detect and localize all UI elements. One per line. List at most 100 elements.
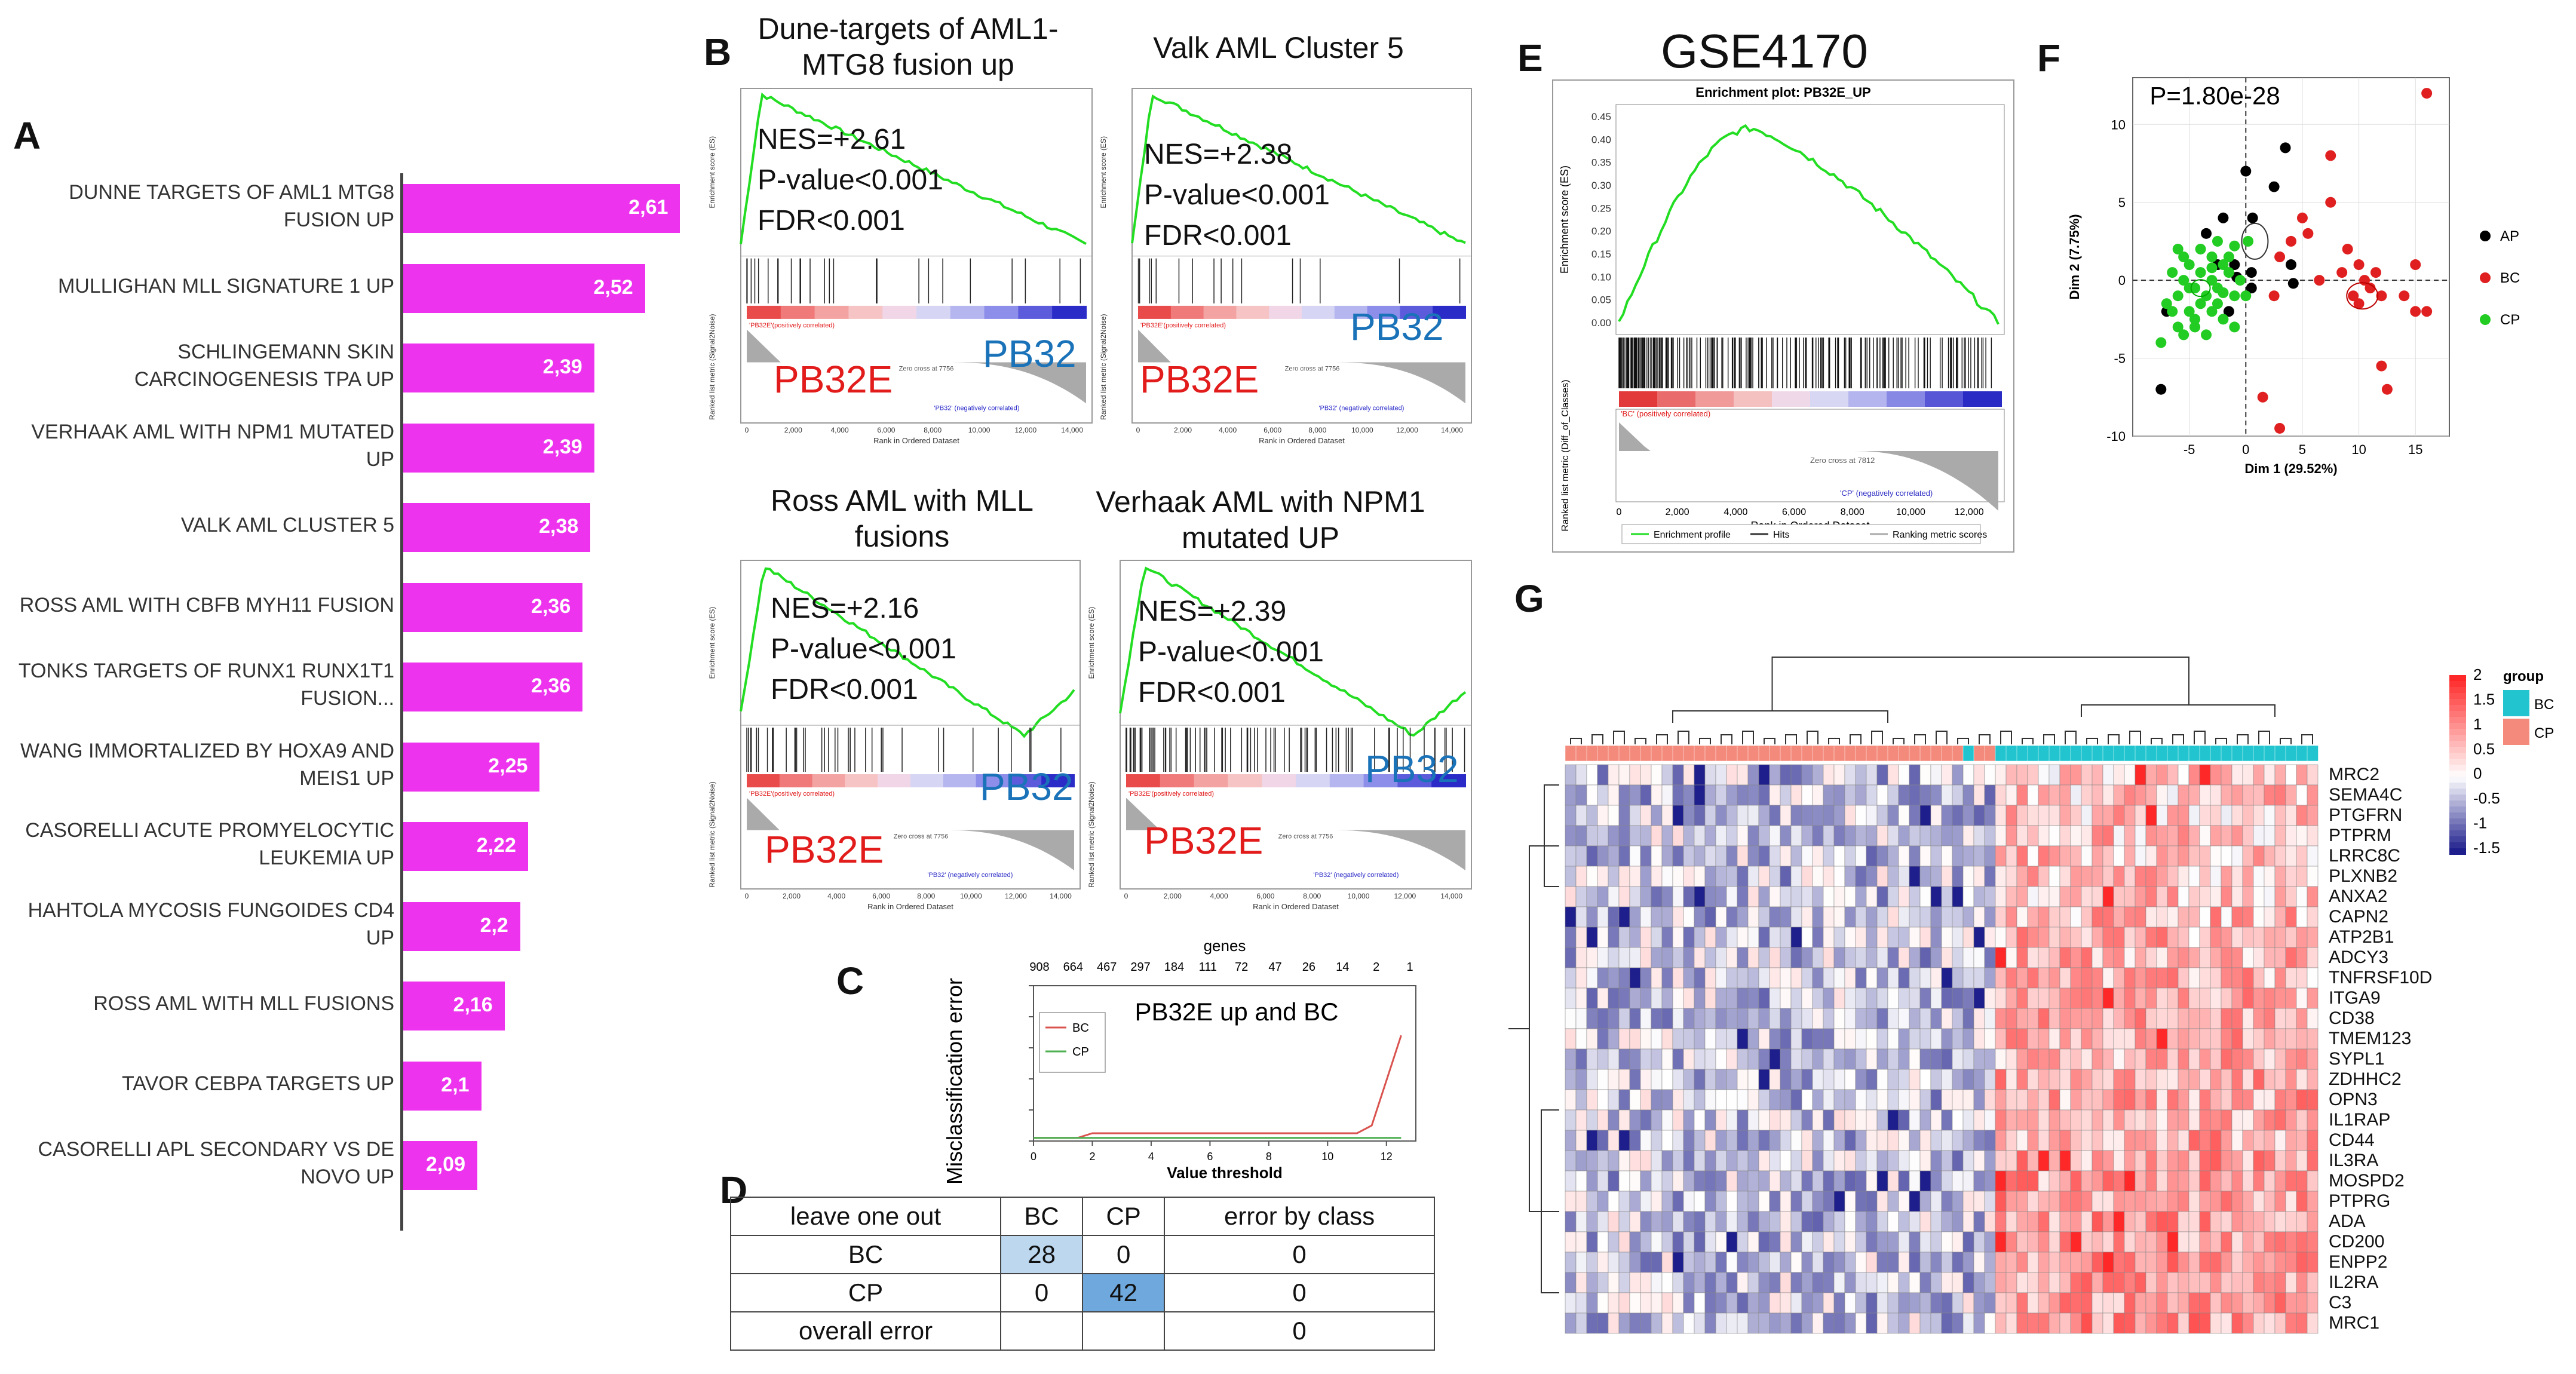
heatmap-cell <box>1597 784 1609 806</box>
heatmap-cell <box>1973 1211 1985 1232</box>
heatmap-cell <box>1919 825 1931 847</box>
heatmap-cell <box>1575 1191 1587 1212</box>
heatmap-cell <box>2285 1231 2297 1253</box>
heatmap-cell <box>1769 1008 1781 1029</box>
bar-category-label: ROSS AML WITH MLL FUSIONS <box>93 992 394 1015</box>
heatmap-cell <box>1780 1252 1792 1273</box>
heatmap-cell <box>1887 1069 1899 1090</box>
heatmap-cell <box>2027 1130 2039 1151</box>
heatmap-cell <box>1737 1312 1749 1334</box>
heatmap-cell <box>2113 1292 2125 1314</box>
heatmap-cell <box>1618 1211 1630 1232</box>
heatmap-cell <box>1898 1211 1910 1232</box>
x-axis-label: Rank in Ordered Dataset <box>1259 436 1345 445</box>
heatmap-cell <box>1575 805 1587 826</box>
heatmap-cell <box>2016 1252 2028 1273</box>
scatter-point-bc <box>2376 290 2387 302</box>
heatmap-cell <box>2145 947 2157 968</box>
legend-label: CP <box>2500 312 2520 328</box>
heatmap-cell <box>2242 1231 2254 1253</box>
heatmap-cell <box>1855 947 1867 968</box>
heatmap-cell <box>1565 1252 1577 1273</box>
heatmap-cell <box>2027 947 2039 968</box>
enrichment-curve <box>740 92 1087 245</box>
heatmap-cell <box>2242 1028 2254 1050</box>
heatmap-cell <box>2059 805 2071 826</box>
heatmap-cell <box>2059 1089 2071 1111</box>
heatmap-cell <box>2027 1069 2039 1090</box>
heatmap-cell <box>1726 967 1738 989</box>
heatmap-cell <box>2188 1130 2200 1151</box>
heatmap-cell <box>2038 1150 2050 1171</box>
heatmap-cell <box>1919 1028 1931 1050</box>
bar-value-label: 2,36 <box>531 594 571 618</box>
heatmap-cell <box>1801 1231 1813 1253</box>
heatmap-cell <box>1608 906 1620 928</box>
heatmap-cell <box>2188 1109 2200 1131</box>
heatmap-cell <box>2274 1272 2286 1293</box>
heatmap-cell <box>2038 947 2050 968</box>
heatmap-cell <box>1898 825 1910 847</box>
heatmap-cell <box>2081 987 2093 1009</box>
heatmap-cell <box>1683 825 1695 847</box>
scatter-point-cp <box>2234 275 2246 286</box>
heatmap-gene-label: PLXNB2 <box>2329 866 2398 886</box>
heatmap-cell <box>2253 1231 2265 1253</box>
heatmap-cell <box>1640 967 1652 989</box>
heatmap-cell <box>1672 1008 1684 1029</box>
heatmap-cell <box>2038 967 2050 989</box>
heatmap-cell <box>2307 764 2319 786</box>
scatter-point-bc <box>2274 422 2286 434</box>
heatmap-cell <box>1941 1252 1953 1273</box>
heatmap-cell <box>2167 1252 2179 1273</box>
heatmap-cell <box>1780 886 1792 907</box>
heatmap-cell <box>1941 784 1953 806</box>
heatmap-cell <box>2124 967 2136 989</box>
pb32e-label-2: PB32E <box>1140 358 1259 401</box>
heatmap-cell <box>1651 845 1663 867</box>
heatmap-cell <box>2038 805 2050 826</box>
heatmap-cell <box>2285 1008 2297 1029</box>
heatmap-cell <box>1995 1312 2007 1334</box>
heatmap-cell <box>1769 805 1781 826</box>
heatmap-cell <box>2221 1028 2232 1050</box>
heatmap-cell <box>1909 866 1921 887</box>
heatmap-cell <box>1833 967 1845 989</box>
heatmap-cell <box>2231 1109 2243 1131</box>
heatmap-cell <box>1898 845 1910 867</box>
positive-correlation-label: 'PB32E'(positively correlated) <box>1128 790 1214 798</box>
heatmap-cell <box>2178 947 2189 968</box>
heatmap-cell <box>2231 1008 2243 1029</box>
heatmap-cell <box>1747 1069 1759 1090</box>
heatmap-cell <box>2038 1069 2050 1090</box>
rank-color-band <box>976 774 1010 787</box>
heatmap-cell <box>2167 805 2179 826</box>
heatmap-cell <box>1715 866 1727 887</box>
heatmap-cell <box>2199 1089 2211 1111</box>
rank-color-band <box>916 305 951 319</box>
heatmap-cell <box>1823 1089 1835 1111</box>
heatmap-cell <box>1704 1130 1716 1151</box>
heatmap-cell <box>1694 927 1706 948</box>
heatmap-cell <box>2038 886 2050 907</box>
heatmap-cell <box>2253 1312 2265 1334</box>
heatmap-cell <box>1887 805 1899 826</box>
heatmap-cell <box>1823 805 1835 826</box>
heatmap-cell <box>2081 1069 2093 1090</box>
heatmap-cell <box>1651 764 1663 786</box>
heatmap-cell <box>2135 1048 2146 1070</box>
heatmap-cell <box>1704 1292 1716 1314</box>
heatmap-cell <box>2296 1231 2308 1253</box>
heatmap-cell <box>2027 825 2039 847</box>
heatmap-cell <box>1629 845 1641 867</box>
heatmap-cell <box>1715 1008 1727 1029</box>
heatmap-cell <box>2188 866 2200 887</box>
heatmap-cell <box>2156 1109 2168 1131</box>
heatmap-cell <box>2145 1028 2157 1050</box>
heatmap-cell <box>1876 1231 1888 1253</box>
colorbar-segment <box>2449 699 2466 706</box>
heatmap-cell <box>1747 1089 1759 1111</box>
group-annotation-cell <box>1640 745 1652 762</box>
heatmap-gene-label: IL3RA <box>2329 1151 2379 1170</box>
heatmap-cell <box>1651 1170 1663 1192</box>
